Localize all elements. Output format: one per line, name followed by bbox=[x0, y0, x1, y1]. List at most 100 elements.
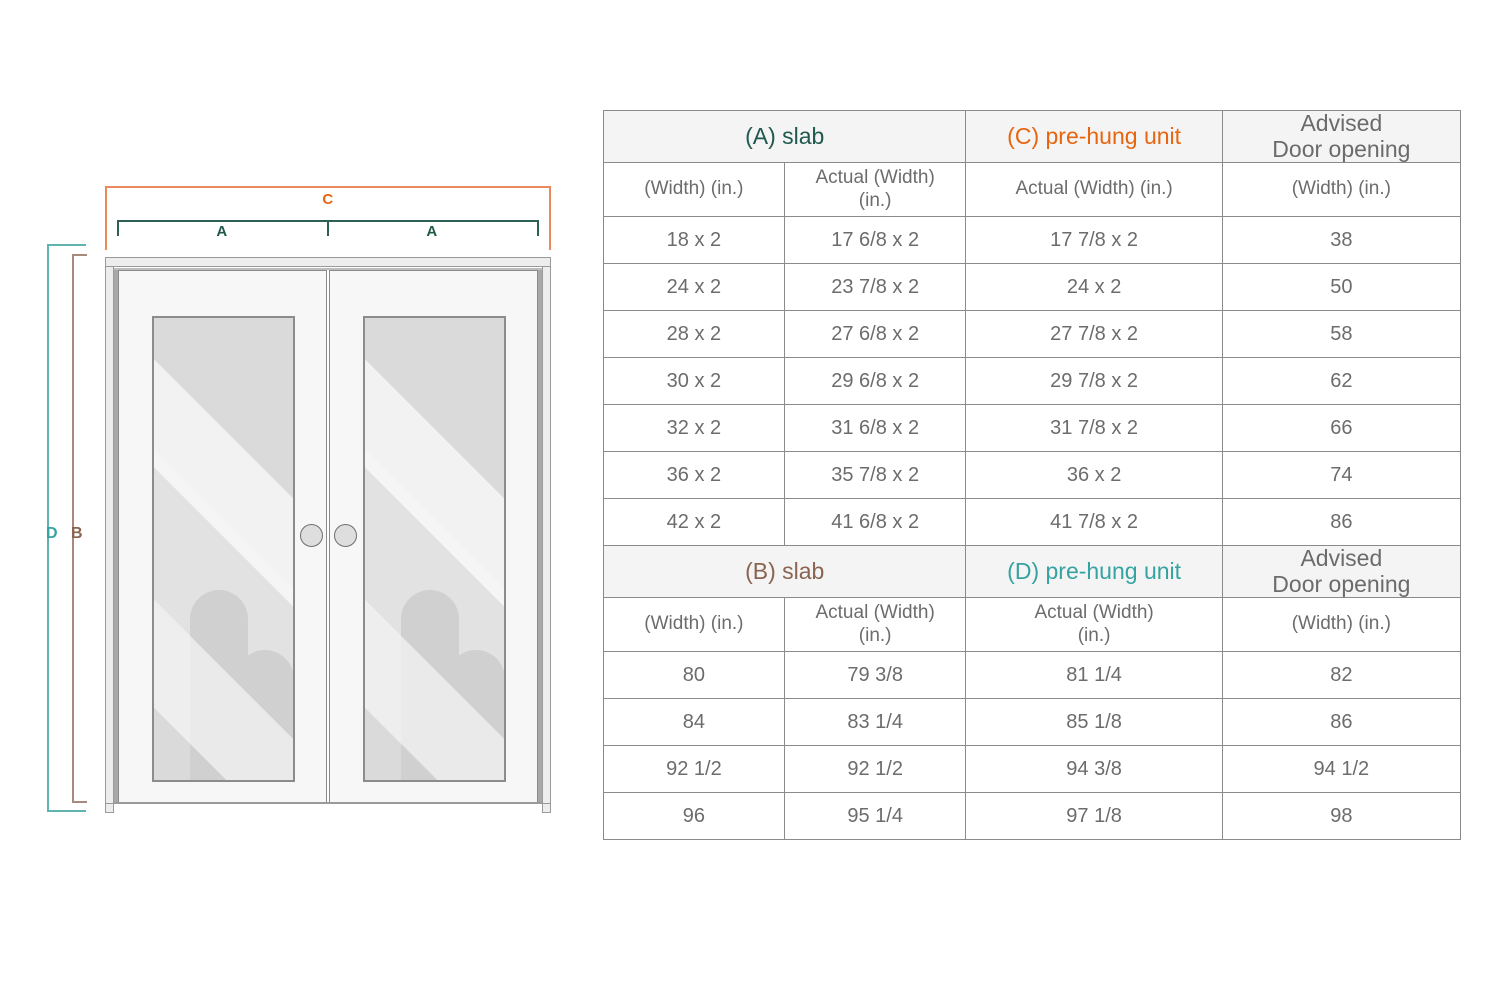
bracket-a-mid-tick bbox=[327, 220, 329, 236]
section-0-subheader-cell-3: (Width) (in.) bbox=[1221, 162, 1462, 217]
section-0-row-1-cell-3: 50 bbox=[1221, 263, 1462, 311]
bracket-b-vertical-line bbox=[72, 254, 74, 803]
section-1-subheader-row: (Width) (in.) Actual (Width) (in.) Actual … bbox=[603, 597, 1462, 652]
table-row: 42 x 2 41 6/8 x 2 41 7/8 x 2 86 bbox=[603, 498, 1462, 546]
size-table-body: (A) slab (C) pre-hung unit Advised Door op… bbox=[602, 110, 1462, 840]
door-right-jamb-shadow bbox=[538, 270, 542, 803]
bracket-d-bottom-tick bbox=[47, 810, 86, 812]
section-0-header-cell-2: Advised Door opening bbox=[1221, 110, 1462, 163]
section-1-header-cell-1: (D) pre-hung unit bbox=[965, 545, 1223, 598]
size-table: (A) slab (C) pre-hung unit Advised Door op… bbox=[602, 110, 1462, 840]
section-0-subheader-cell-1: Actual (Width) (in.) bbox=[783, 162, 967, 217]
section-1-row-0-cell-0: 80 bbox=[603, 651, 785, 699]
table-row: 30 x 2 29 6/8 x 2 29 7/8 x 2 62 bbox=[603, 357, 1462, 405]
section-1-row-1-cell-0: 84 bbox=[603, 698, 785, 746]
section-0-row-1-cell-1: 23 7/8 x 2 bbox=[783, 263, 967, 311]
section-1-row-3-cell-2: 97 1/8 bbox=[965, 792, 1223, 840]
section-1-subheader-cell-1: Actual (Width) (in.) bbox=[783, 597, 967, 652]
door-slab-right bbox=[329, 270, 538, 803]
bracket-c-top-line bbox=[105, 186, 551, 188]
glass-sheen bbox=[154, 318, 293, 780]
section-0-row-3-cell-2: 29 7/8 x 2 bbox=[965, 357, 1223, 405]
door-size-table-container: (A) slab (C) pre-hung unit Advised Door op… bbox=[602, 110, 1462, 840]
door-diagram: C A A D B bbox=[0, 0, 600, 1001]
section-0-row-3-cell-1: 29 6/8 x 2 bbox=[783, 357, 967, 405]
section-0-row-5-cell-1: 35 7/8 x 2 bbox=[783, 451, 967, 499]
bracket-b-top-tick bbox=[72, 254, 87, 256]
section-0-row-6-cell-2: 41 7/8 x 2 bbox=[965, 498, 1223, 546]
dimension-label-c: C bbox=[322, 191, 334, 208]
door-left-jamb-shadow bbox=[114, 270, 118, 803]
section-1-header-cell-2: Advised Door opening bbox=[1221, 545, 1462, 598]
double-door-drawing bbox=[105, 257, 551, 813]
bracket-a-right-tick bbox=[537, 220, 539, 236]
bracket-c-right-tick bbox=[549, 186, 551, 250]
table-row: 24 x 2 23 7/8 x 2 24 x 2 50 bbox=[603, 263, 1462, 311]
section-1-subheader-cell-0: (Width) (in.) bbox=[603, 597, 785, 652]
section-0-row-1-cell-2: 24 x 2 bbox=[965, 263, 1223, 311]
section-1-row-3-cell-3: 98 bbox=[1221, 792, 1462, 840]
section-1-row-1-cell-1: 83 1/4 bbox=[783, 698, 967, 746]
door-knob-left bbox=[300, 524, 323, 547]
section-1-row-2-cell-3: 94 1/2 bbox=[1221, 745, 1462, 793]
section-0-row-5-cell-3: 74 bbox=[1221, 451, 1462, 499]
door-head-jamb bbox=[105, 257, 551, 267]
door-slab-left bbox=[118, 270, 327, 803]
section-0-row-0-cell-1: 17 6/8 x 2 bbox=[783, 216, 967, 264]
bracket-d-top-tick bbox=[47, 244, 86, 246]
table-row: 92 1/2 92 1/2 94 3/8 94 1/2 bbox=[603, 745, 1462, 793]
table-row: 80 79 3/8 81 1/4 82 bbox=[603, 651, 1462, 699]
door-knob-right bbox=[334, 524, 357, 547]
door-right-jamb bbox=[542, 266, 551, 813]
door-left-foot bbox=[105, 803, 114, 813]
section-1-header-row: (B) slab (D) pre-hung unit Advised Door op… bbox=[602, 545, 1462, 598]
dimension-label-a-right: A bbox=[426, 223, 438, 240]
section-0-row-2-cell-2: 27 7/8 x 2 bbox=[965, 310, 1223, 358]
section-0-row-5-cell-0: 36 x 2 bbox=[603, 451, 785, 499]
section-0-subheader-cell-2: Actual (Width) (in.) bbox=[965, 162, 1223, 217]
section-0-row-2-cell-0: 28 x 2 bbox=[603, 310, 785, 358]
section-1-row-0-cell-2: 81 1/4 bbox=[965, 651, 1223, 699]
section-1-row-2-cell-2: 94 3/8 bbox=[965, 745, 1223, 793]
bracket-b-bottom-tick bbox=[72, 801, 87, 803]
section-0-row-6-cell-3: 86 bbox=[1221, 498, 1462, 546]
table-row: 28 x 2 27 6/8 x 2 27 7/8 x 2 58 bbox=[603, 310, 1462, 358]
section-0-row-0-cell-0: 18 x 2 bbox=[603, 216, 785, 264]
section-0-row-6-cell-0: 42 x 2 bbox=[603, 498, 785, 546]
section-1-row-2-cell-1: 92 1/2 bbox=[783, 745, 967, 793]
bracket-a-left-tick bbox=[117, 220, 119, 236]
section-0-row-4-cell-2: 31 7/8 x 2 bbox=[965, 404, 1223, 452]
door-right-foot bbox=[542, 803, 551, 813]
section-0-row-1-cell-0: 24 x 2 bbox=[603, 263, 785, 311]
table-row: 18 x 2 17 6/8 x 2 17 7/8 x 2 38 bbox=[603, 216, 1462, 264]
section-0-row-4-cell-0: 32 x 2 bbox=[603, 404, 785, 452]
door-head-jamb-line bbox=[109, 268, 547, 270]
section-0-row-4-cell-3: 66 bbox=[1221, 404, 1462, 452]
section-0-subheader-row: (Width) (in.) Actual (Width) (in.) Actual … bbox=[603, 162, 1462, 217]
dimension-label-d: D bbox=[46, 525, 59, 542]
dimension-label-b: B bbox=[71, 525, 84, 542]
section-1-subheader-cell-2: Actual (Width) (in.) bbox=[965, 597, 1223, 652]
door-glass-left bbox=[152, 316, 295, 782]
section-0-row-3-cell-0: 30 x 2 bbox=[603, 357, 785, 405]
bracket-c-left-tick bbox=[105, 186, 107, 250]
section-1-row-2-cell-0: 92 1/2 bbox=[603, 745, 785, 793]
section-1-row-3-cell-1: 95 1/4 bbox=[783, 792, 967, 840]
table-row: 32 x 2 31 6/8 x 2 31 7/8 x 2 66 bbox=[603, 404, 1462, 452]
section-0-row-0-cell-2: 17 7/8 x 2 bbox=[965, 216, 1223, 264]
section-0-row-2-cell-3: 58 bbox=[1221, 310, 1462, 358]
section-0-row-2-cell-1: 27 6/8 x 2 bbox=[783, 310, 967, 358]
glass-sheen bbox=[365, 318, 504, 780]
table-row: 84 83 1/4 85 1/8 86 bbox=[603, 698, 1462, 746]
table-row: 36 x 2 35 7/8 x 2 36 x 2 74 bbox=[603, 451, 1462, 499]
section-0-row-6-cell-1: 41 6/8 x 2 bbox=[783, 498, 967, 546]
section-0-header-cell-1: (C) pre-hung unit bbox=[965, 110, 1223, 163]
section-1-header-cell-0: (B) slab bbox=[602, 545, 967, 598]
section-0-row-3-cell-3: 62 bbox=[1221, 357, 1462, 405]
section-1-subheader-cell-3: (Width) (in.) bbox=[1221, 597, 1462, 652]
door-glass-right bbox=[363, 316, 506, 782]
section-1-row-0-cell-3: 82 bbox=[1221, 651, 1462, 699]
section-0-subheader-cell-0: (Width) (in.) bbox=[603, 162, 785, 217]
table-row: 96 95 1/4 97 1/8 98 bbox=[603, 792, 1462, 840]
section-1-row-1-cell-3: 86 bbox=[1221, 698, 1462, 746]
